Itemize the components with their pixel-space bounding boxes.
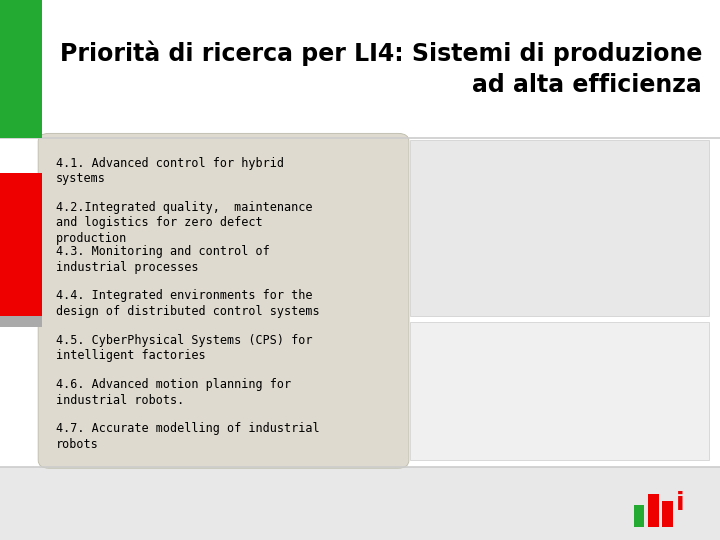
Text: 4.2.Integrated quality,  maintenance
and logistics for zero defect
production: 4.2.Integrated quality, maintenance and … [56, 201, 312, 245]
Text: i: i [676, 491, 685, 515]
Text: 4.3. Monitoring and control of
industrial processes: 4.3. Monitoring and control of industria… [56, 245, 270, 274]
Text: 4.5. CyberPhysical Systems (CPS) for
intelligent factories: 4.5. CyberPhysical Systems (CPS) for int… [56, 334, 312, 362]
Bar [410, 322, 709, 460]
Text: 4.7. Accurate modelling of industrial
robots: 4.7. Accurate modelling of industrial ro… [56, 422, 320, 451]
Bar [0, 316, 42, 327]
Bar [634, 505, 644, 526]
Bar [0, 0, 720, 138]
Text: 4.4. Integrated environments for the
design of distributed control systems: 4.4. Integrated environments for the des… [56, 289, 320, 318]
Bar [0, 173, 42, 316]
Bar [648, 494, 659, 526]
Text: 4.6. Advanced motion planning for
industrial robots.: 4.6. Advanced motion planning for indust… [56, 378, 292, 407]
Text: 4.1. Advanced control for hybrid
systems: 4.1. Advanced control for hybrid systems [56, 157, 284, 185]
Bar [410, 140, 709, 316]
Text: Priorità di ricerca per LI4: Sistemi di produzione
ad alta efficienza: Priorità di ricerca per LI4: Sistemi di … [60, 41, 702, 97]
FancyBboxPatch shape [38, 133, 409, 468]
Bar [662, 501, 673, 526]
Bar [0, 467, 720, 540]
Bar [0, 0, 42, 138]
